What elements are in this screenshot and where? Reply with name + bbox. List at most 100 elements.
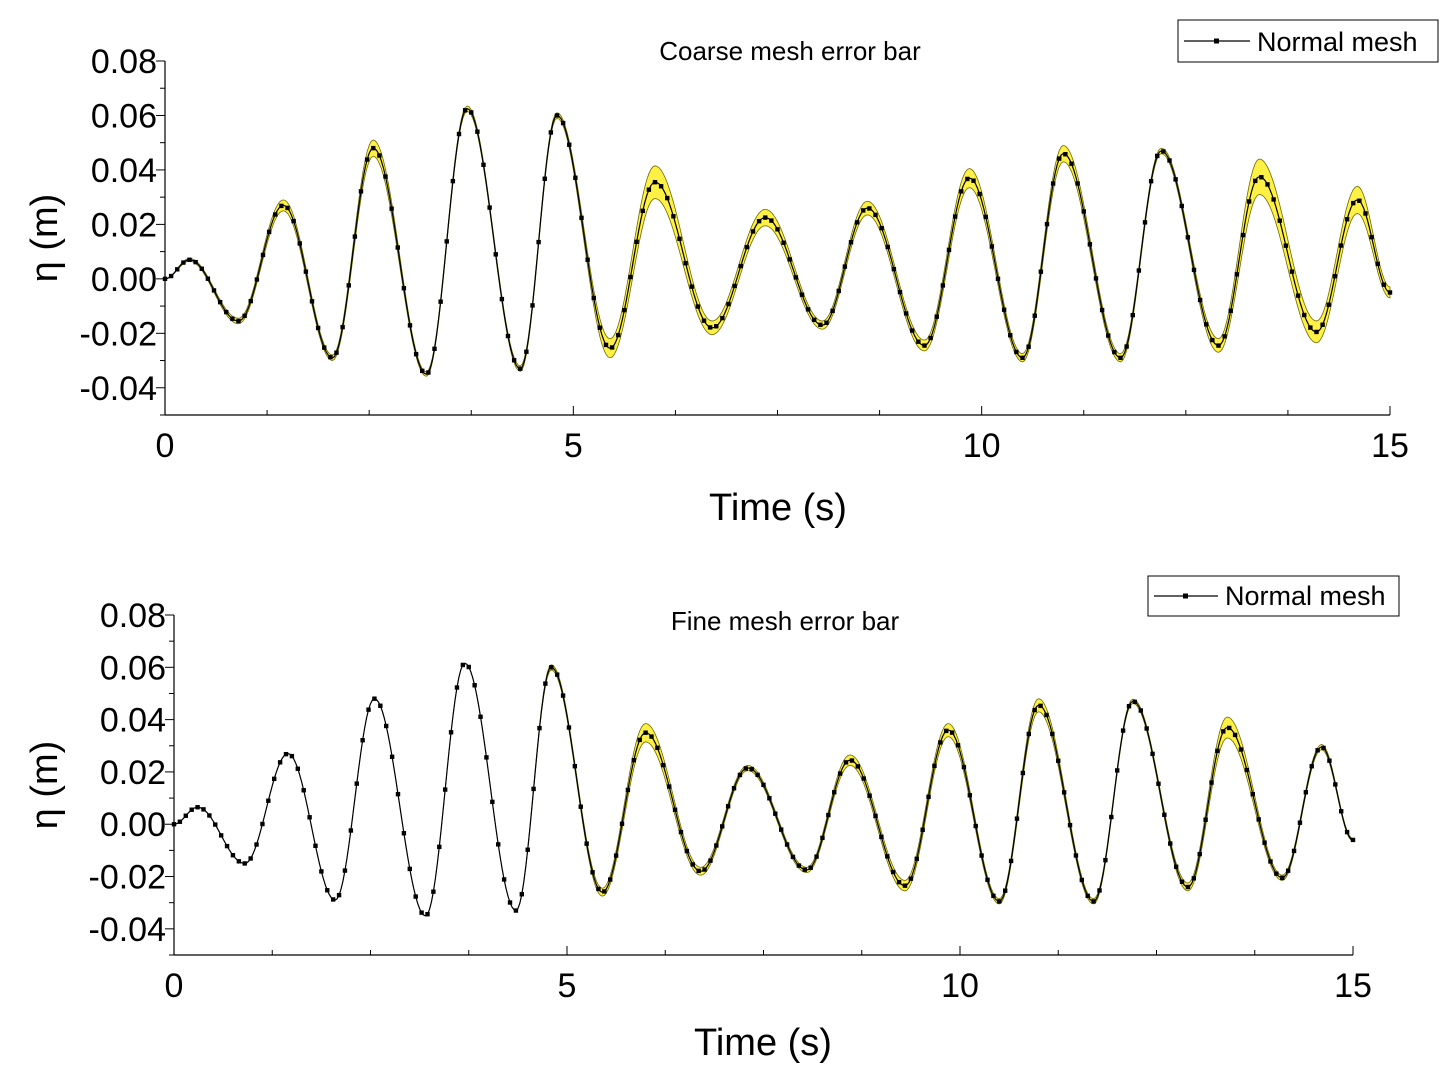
- fine-series-marker: [1291, 848, 1297, 854]
- fine-y-tick-label: -0.04: [89, 911, 167, 949]
- coarse-series-marker: [812, 317, 817, 323]
- fine-series-marker: [389, 754, 395, 759]
- coarse-axes: 0 5 10 15 -0.04 -0.02 0.00 0.02 0.04 0.06 0.08: [80, 43, 1409, 465]
- fine-series-marker: [720, 824, 725, 829]
- coarse-series-marker: [861, 208, 866, 213]
- fine-series-marker: [236, 859, 242, 864]
- fine-series-marker: [454, 685, 460, 690]
- fine-series-marker: [949, 730, 955, 735]
- fine-x-axis-title: Time (s): [694, 1022, 832, 1064]
- coarse-series-marker: [714, 324, 719, 329]
- fine-series-marker: [796, 863, 802, 868]
- coarse-series-marker: [646, 187, 652, 192]
- fine-series-marker: [761, 782, 766, 788]
- coarse-series-marker: [787, 257, 792, 262]
- fine-series-marker: [914, 856, 919, 862]
- fine-series-marker: [873, 813, 878, 819]
- fine-series-marker: [608, 877, 613, 882]
- coarse-series-marker: [1112, 349, 1117, 355]
- fine-series-marker: [1327, 758, 1332, 763]
- coarse-series-marker: [658, 184, 664, 189]
- fine-series-marker: [1061, 790, 1067, 795]
- coarse-series-marker: [328, 354, 333, 360]
- fine-series-marker: [566, 725, 572, 730]
- fine-series-marker: [460, 662, 466, 668]
- fine-series-marker: [708, 858, 713, 863]
- coarse-series-marker: [383, 174, 388, 179]
- fine-series-marker: [737, 772, 743, 778]
- coarse-series-marker: [1026, 344, 1031, 349]
- coarse-series-marker: [524, 349, 529, 354]
- fine-series-marker: [1173, 864, 1179, 869]
- coarse-series-marker: [487, 205, 492, 210]
- coarse-series-marker: [836, 288, 841, 294]
- coarse-series-marker: [897, 289, 903, 295]
- coarse-series-marker: [1369, 234, 1374, 240]
- coarse-series-marker: [793, 275, 799, 280]
- fine-series-marker: [1067, 822, 1073, 828]
- coarse-series-marker: [922, 343, 927, 348]
- coarse-series-marker: [242, 313, 247, 319]
- fine-series-marker: [631, 758, 637, 763]
- coarse-series-marker: [701, 318, 707, 323]
- fine-series-marker: [1044, 712, 1049, 718]
- coarse-series-marker: [1167, 158, 1172, 163]
- coarse-series-marker: [695, 304, 701, 309]
- fine-series-marker-layer: [171, 662, 1356, 917]
- fine-series-marker: [1256, 817, 1261, 822]
- coarse-series-marker: [928, 335, 933, 341]
- coarse-series-marker: [1308, 325, 1313, 330]
- coarse-series-marker: [830, 308, 835, 314]
- coarse-series-marker: [273, 212, 278, 217]
- coarse-series-marker: [254, 277, 260, 282]
- fine-series-marker: [643, 730, 648, 735]
- coarse-y-tick-label: 0.00: [91, 261, 157, 299]
- fine-series-marker: [578, 804, 583, 809]
- fine-series-marker: [1038, 703, 1043, 709]
- fine-series-marker: [832, 790, 837, 795]
- fine-series-marker: [419, 910, 424, 915]
- fine-series-marker: [1144, 726, 1149, 731]
- coarse-series-marker: [181, 260, 186, 265]
- fine-error-band: [173, 662, 1354, 917]
- fine-series-marker: [1168, 841, 1173, 846]
- coarse-series-marker: [1302, 312, 1307, 318]
- coarse-series-marker: [946, 247, 952, 253]
- fine-series-marker: [1339, 809, 1344, 814]
- coarse-x-axis-title: Time (s): [709, 487, 847, 529]
- fine-series-marker: [731, 786, 737, 791]
- coarse-series-marker: [1363, 211, 1368, 216]
- coarse-series-marker: [609, 345, 615, 350]
- coarse-series-marker: [1087, 242, 1093, 247]
- fine-series-marker: [584, 841, 589, 846]
- coarse-series-marker: [1283, 243, 1289, 248]
- coarse-series-marker: [297, 241, 302, 246]
- coarse-series-marker: [1014, 349, 1019, 355]
- fine-series-marker: [1002, 888, 1008, 893]
- coarse-series-marker: [1032, 313, 1037, 318]
- coarse-series-marker: [1191, 267, 1197, 273]
- coarse-series-marker: [940, 283, 946, 288]
- coarse-series-marker: [1185, 235, 1191, 240]
- fine-series-marker: [466, 664, 471, 670]
- coarse-series-marker: [389, 206, 394, 211]
- fine-series-marker: [507, 900, 513, 905]
- coarse-series-marker: [456, 131, 462, 137]
- fine-series-marker: [201, 807, 206, 812]
- fine-series-marker: [979, 853, 984, 858]
- fine-series-marker: [702, 867, 707, 872]
- fine-series-marker: [1268, 859, 1273, 864]
- coarse-series-marker: [952, 214, 958, 219]
- coarse-series-marker: [334, 350, 339, 355]
- coarse-series-marker: [603, 342, 609, 348]
- coarse-series-marker: [903, 311, 909, 316]
- fine-series-marker: [743, 766, 749, 771]
- coarse-series-marker: [1210, 337, 1215, 343]
- fine-series-marker: [1238, 747, 1244, 752]
- fine-series-marker: [973, 823, 978, 829]
- fine-series-marker: [325, 888, 330, 893]
- coarse-series-marker: [799, 292, 805, 297]
- fine-series-marker: [890, 869, 896, 875]
- coarse-series-marker: [775, 227, 780, 232]
- fine-x-tick-label: 5: [558, 967, 577, 1005]
